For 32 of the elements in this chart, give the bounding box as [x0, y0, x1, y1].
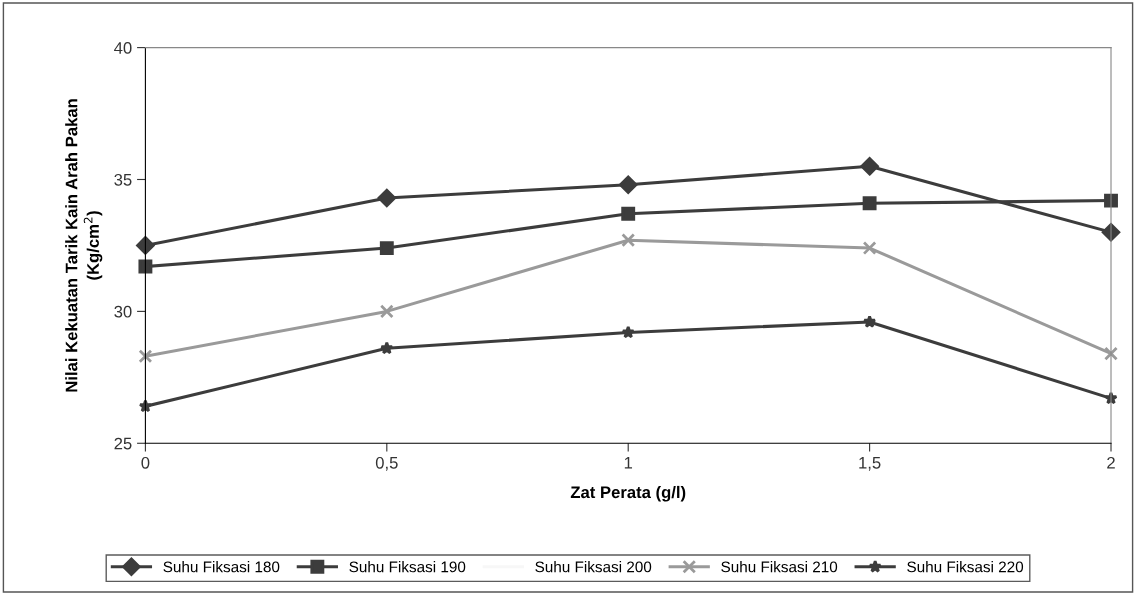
x-axis-title: Zat Perata (g/l)	[570, 485, 686, 502]
point	[377, 188, 397, 208]
point	[621, 325, 635, 339]
point	[862, 314, 877, 328]
legend-label: Suhu Fiksasi 190	[349, 561, 466, 573]
point	[621, 233, 636, 248]
x-tick-label: 2	[1107, 456, 1115, 469]
legend-label: Suhu Fiksasi 200	[535, 561, 652, 573]
y-tick-label: 40	[114, 42, 132, 54]
legend-label: Suhu Fiksasi 180	[163, 561, 280, 573]
point	[138, 259, 153, 274]
point	[862, 241, 877, 256]
point	[1104, 193, 1118, 208]
x-tick-label: 0,5	[375, 456, 398, 471]
x-tick-label: 0	[141, 456, 150, 469]
y-axis-title: Nilai Kekuatan Tarik Kain Arah Pakan (Kg/cm$^{2}$)	[65, 99, 103, 392]
legend-label: Suhu Fiksasi 220	[907, 561, 1024, 573]
point	[860, 157, 879, 176]
point	[379, 304, 394, 319]
x-tick-label: 1	[624, 457, 633, 469]
legend-label: Suhu Fiksasi 210	[721, 561, 838, 573]
y-tick-label: 25	[114, 437, 132, 450]
point	[862, 196, 877, 211]
x-tick-label: 1,5	[859, 457, 881, 471]
point	[1104, 346, 1118, 361]
point	[621, 206, 636, 221]
y-tick-label: 30	[114, 305, 132, 318]
y-tick-label: 35	[114, 173, 132, 186]
point	[138, 349, 153, 364]
point	[380, 341, 394, 355]
point	[618, 175, 638, 195]
point	[379, 241, 394, 256]
